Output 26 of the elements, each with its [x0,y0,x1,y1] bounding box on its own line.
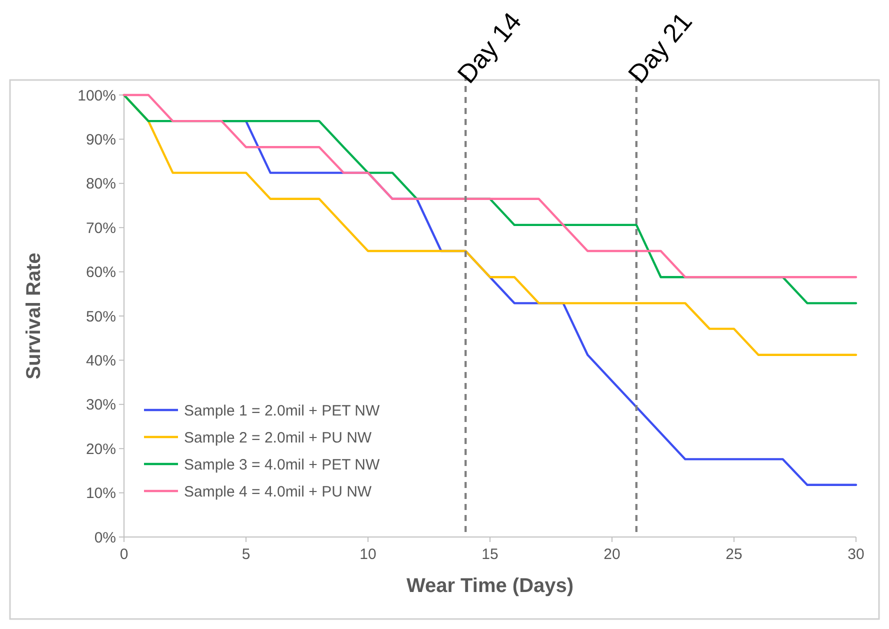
y-tick-label: 30% [86,396,116,414]
y-tick-label: 10% [86,485,116,502]
y-tick-label: 70% [86,220,116,237]
y-tick-label: 20% [86,440,116,458]
y-tick-label: 90% [86,131,116,148]
legend-label: Sample 1 = 2.0mil + PET NW [184,402,380,420]
x-tick-label: 25 [726,546,742,563]
legend-label: Sample 3 = 4.0mil + PET NW [184,456,380,474]
x-tick-label: 10 [360,546,376,563]
y-axis-title: Survival Rate [23,252,45,380]
y-tick-label: 50% [86,308,116,326]
x-tick-label: 20 [604,546,620,563]
legend-label: Sample 4 = 4.0mil + PU NW [184,483,372,500]
y-tick-label: 0% [94,529,116,546]
y-tick-label: 60% [86,264,116,282]
ref-line-label: Day 14 [451,6,528,89]
y-tick-label: 100% [78,87,116,104]
x-tick-label: 0 [120,546,128,563]
x-axis-title: Wear Time (Days) [406,575,574,597]
legend-label: Sample 2 = 2.0mil + PU NW [184,429,372,446]
y-tick-label: 80% [86,176,116,193]
y-tick-label: 40% [86,352,116,370]
x-tick-label: 30 [848,546,864,563]
x-tick-label: 5 [242,546,250,563]
x-tick-label: 15 [482,546,498,563]
ref-line-label: Day 21 [622,6,698,89]
